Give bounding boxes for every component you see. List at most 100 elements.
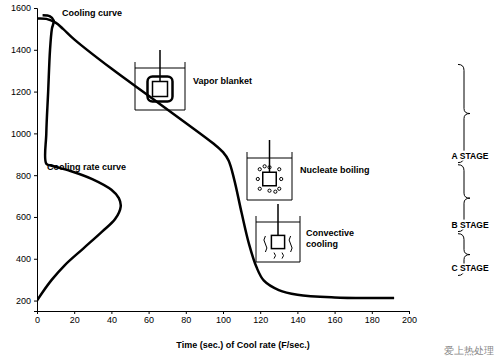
series-label: Cooling curve [62,8,122,18]
stage-brace [458,64,470,162]
y-tick: 400 [16,254,37,264]
lines [37,15,394,300]
x-tick: 180 [365,311,380,325]
y-tick-mark [34,217,37,218]
y-tick-label: 200 [16,296,31,306]
y-tick-mark [34,175,37,176]
y-tick-label: 800 [16,171,31,181]
bubble [278,187,281,190]
y-tick-label: 1000 [11,129,31,139]
y-tick-mark [34,8,37,9]
holder-rod [269,140,271,172]
y-tick-label: 1600 [11,3,31,13]
y-tick-mark [34,259,37,260]
y-tick: 600 [16,212,37,222]
bubble [256,177,259,180]
y-tick: 1400 [11,45,37,55]
x-tick-mark [372,311,373,314]
x-tick-mark [335,311,336,314]
watermark: 爱上热处理 [444,345,494,356]
y-tick-mark [34,301,37,302]
series-label: Cooling rate curve [47,162,126,172]
y-axis: 200 400 600 800 1000 1200 1400 1600 [11,3,38,311]
x-tick: 40 [107,311,117,325]
series-line [37,15,121,300]
x-tick: 160 [328,311,343,325]
convection-wave [274,253,284,259]
x-tick: 120 [253,311,268,325]
specimen [263,172,277,186]
stage-label-bg [451,151,490,161]
specimen [153,82,168,97]
annotation: Vapor blanket [193,76,252,86]
y-tick-label: 400 [16,254,31,264]
y-tick-mark [34,50,37,51]
x-tick: 140 [290,311,305,325]
x-tick-label: 140 [290,315,305,325]
x-tick: 0 [35,311,40,325]
y-tick-label: 600 [16,212,31,222]
x-tick: 60 [144,311,154,325]
beaker-icon [247,140,292,200]
x-tick-label: 160 [328,315,343,325]
stage-label-bg [450,220,489,230]
x-tick-mark [223,311,224,314]
x-tick-label: 40 [107,315,117,325]
x-tick-label: 120 [253,315,268,325]
bubble [280,177,283,180]
x-tick-mark [409,311,410,314]
series-line [37,18,394,298]
x-tick-label: 200 [402,315,417,325]
x-tick-mark [260,311,261,314]
x-tick-mark [186,311,187,314]
bubble [258,187,261,190]
x-tick-mark [149,311,150,314]
x-tick-label: 0 [35,315,40,325]
chart: 0 20 40 60 80 100 120 140 160 180 200 200 400 600 800 1… [0,0,500,362]
x-tick-mark [297,311,298,314]
y-tick: 800 [16,171,37,181]
annotation: Convectivecooling [306,228,354,249]
x-tick-mark [74,311,75,314]
x-tick-label: 60 [144,315,154,325]
x-tick-label: 100 [216,315,231,325]
x-tick-label: 80 [181,315,191,325]
bubble [268,189,271,192]
beaker-icon [135,50,185,110]
y-tick: 1000 [11,129,37,139]
beaker-icon [256,204,300,262]
stage-label-bg [450,263,489,273]
stage-label: A STAGE [452,151,489,161]
holder-rod [277,204,279,235]
convection-wave [264,236,267,252]
x-tick: 100 [216,311,231,325]
x-tick-mark [111,311,112,314]
x-tick-label: 20 [70,315,80,325]
y-tick-label: 1200 [11,87,31,97]
bubble [263,165,266,168]
specimen [271,235,284,248]
bubble [268,166,271,169]
x-tick-label: 180 [365,315,380,325]
bubble [278,168,281,171]
convection-wave [289,236,292,252]
y-tick: 200 [16,296,37,306]
bubble [274,190,277,193]
x-tick: 20 [70,311,80,325]
y-axis-line [34,9,38,312]
x-axis: 0 20 40 60 80 100 120 140 160 180 200 [35,311,417,325]
y-tick: 1600 [11,3,37,13]
stage-label: C STAGE [451,263,488,273]
y-tick-mark [34,92,37,93]
bubble [258,168,261,171]
x-axis-line [38,312,410,315]
x-tick: 80 [181,311,191,325]
x-tick: 200 [402,311,417,325]
stage-label: B STAGE [451,220,488,230]
x-axis-title: Time (sec.) of Cool rate (F/sec.) [176,340,309,350]
vapor-blanket [148,77,173,102]
y-tick: 1200 [11,87,37,97]
y-tick-mark [34,133,37,134]
annotation: Nucleate boiling [300,165,370,175]
y-tick-label: 1400 [11,45,31,55]
